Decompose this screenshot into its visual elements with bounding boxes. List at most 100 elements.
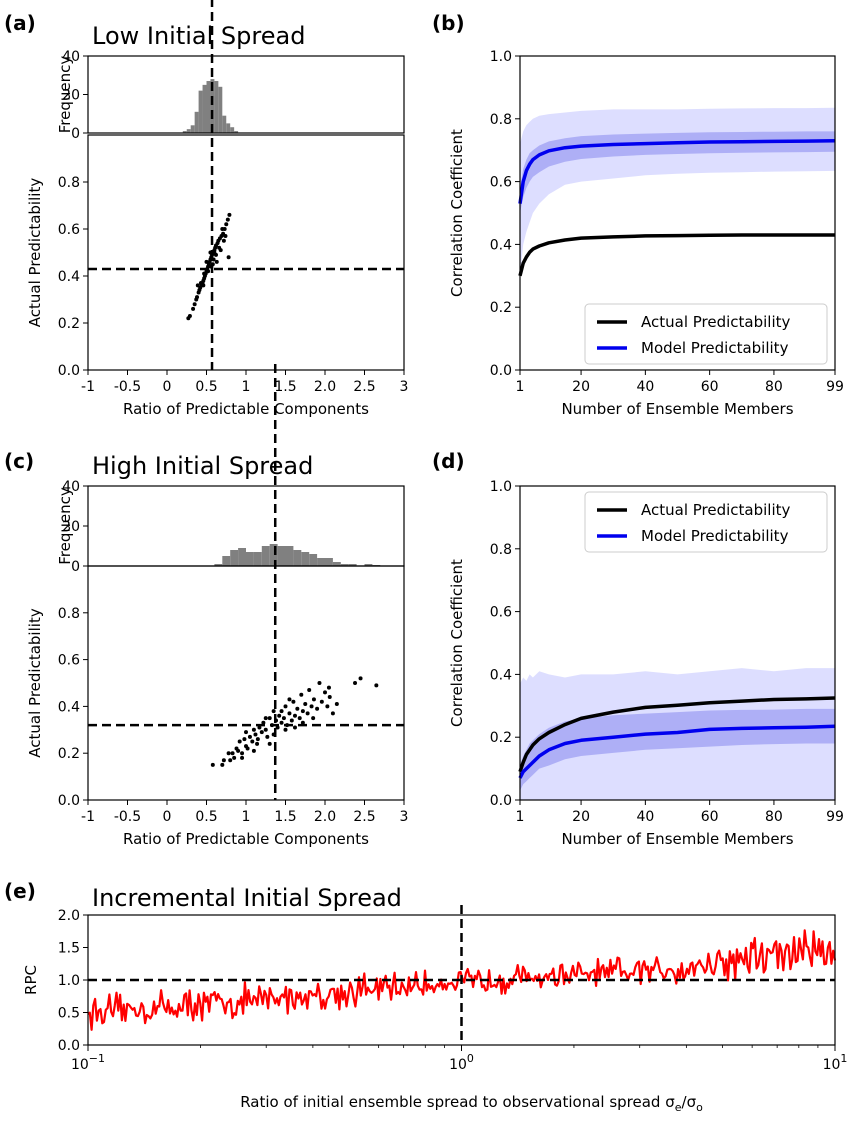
c-scatter-point (237, 739, 242, 744)
c-hist-bar (277, 546, 286, 566)
c-scatter-point (334, 702, 339, 707)
b-legend-label: Actual Predictability (641, 313, 791, 331)
a-hist-bar (194, 111, 199, 133)
b-series-actual (518, 233, 835, 277)
a-scatter-point (204, 259, 209, 264)
a-hist-ytick-label: 40 (62, 49, 80, 65)
a-scatter-point (224, 222, 229, 227)
c-hist-bar (246, 552, 254, 566)
b-xtick-label: 80 (765, 379, 783, 395)
b-ylabel: Correlation Coefficient (448, 129, 466, 297)
c-scatter-point (358, 676, 363, 681)
e-xlabel: Ratio of initial ensemble spread to obse… (240, 1093, 703, 1114)
c-hist-bar (238, 548, 246, 566)
a-scatter-xtick-label: 1.5 (274, 379, 296, 395)
a-hist-bar (198, 90, 203, 133)
b-ytick-label: 1.0 (490, 49, 512, 65)
c-scatter-point (326, 685, 331, 690)
d-legend-box (584, 491, 828, 553)
c-scatter-point (245, 746, 250, 751)
a-scatter-point (187, 313, 192, 318)
d-series-actual (518, 696, 836, 773)
c-scatter-point (236, 748, 241, 753)
a-scatter-ytick-label: 0.6 (58, 222, 80, 238)
a-scatter-point (225, 217, 230, 222)
a-hist-bar (214, 81, 219, 133)
panel-d-label: (d) (432, 449, 465, 473)
c-scatter-point (210, 762, 215, 767)
b-legend-box (584, 303, 828, 365)
e-ytick-label: 1.5 (58, 941, 80, 957)
a-scatter-point (226, 255, 231, 260)
c-scatter-point (247, 734, 252, 739)
c-scatter-point (315, 706, 320, 711)
c-scatter-point (307, 688, 312, 693)
c-scatter-point (303, 702, 308, 707)
e-ytick-label: 0.0 (58, 1038, 80, 1054)
a-scatter-point (195, 295, 200, 300)
c-scatter-point (253, 732, 258, 737)
a-hist-bar (226, 123, 231, 133)
c-hist-bar (214, 564, 223, 566)
c-scatter-point (228, 758, 233, 763)
c-scatter-point (232, 755, 237, 760)
c-scatter-point (250, 739, 255, 744)
c-scatter-point (317, 681, 322, 685)
a-scatter-xtick-label: -0.5 (114, 379, 141, 395)
c-scatter-point (319, 699, 324, 704)
b-xtick-label: 40 (636, 379, 654, 395)
a-scatter-ytick-label: 0.2 (58, 316, 80, 332)
b-xlabel: Number of Ensemble Members (561, 400, 793, 418)
c-hist-ytick-label: 20 (62, 519, 80, 535)
panel-a-label: (a) (4, 11, 36, 35)
c-scatter-point (226, 751, 231, 756)
c-scatter-point (220, 762, 225, 767)
c-scatter-point (292, 713, 297, 718)
c-scatter-point (263, 716, 268, 721)
panel-a-title: Low Initial Spread (92, 22, 305, 50)
a-scatter-ytick-label: 0.8 (58, 175, 80, 191)
a-hist-bar (218, 86, 223, 133)
a-scatter-point (223, 234, 228, 239)
c-scatter-point (297, 716, 302, 721)
d-ytick-label: 1.0 (490, 479, 512, 495)
e-ytick-label: 2.0 (58, 908, 80, 924)
d-xlabel: Number of Ensemble Members (561, 830, 793, 848)
a-scatter-xtick-label: 0.5 (195, 379, 217, 395)
c-scatter-point (309, 704, 314, 709)
e-ytick-label: 0.5 (58, 1006, 80, 1022)
panel-d-line-chart: 0.0 0.2 0.4 0.6 0.8 1.0 1 20 40 60 80 99 Number of E… (448, 479, 844, 848)
c-scatter-point (251, 748, 256, 753)
b-ytick-label: 0.8 (490, 112, 512, 128)
b-series-model (518, 139, 836, 204)
b-xtick-label: 20 (572, 379, 590, 395)
panel-c-title: High Initial Spread (92, 452, 313, 480)
c-scatter-point (242, 737, 247, 742)
b-legend-label: Model Predictability (641, 339, 789, 357)
c-hist-ytick-label: 0 (71, 559, 80, 575)
e-ylabel: RPC (22, 965, 40, 995)
c-scatter-point (327, 695, 332, 700)
c-scatter-point (289, 718, 294, 723)
a-scatter-xtick-label: 3 (400, 379, 409, 395)
c-scatter-point (291, 699, 296, 704)
c-scatter-point (374, 683, 379, 688)
b-ytick-label: 0.0 (490, 363, 512, 379)
a-scatter-ytick-label: 0.4 (58, 269, 80, 285)
d-ytick-label: 0.6 (490, 605, 512, 621)
a-scatter-point (202, 271, 207, 276)
e-xtick-label: 101 (823, 1052, 848, 1073)
d-xtick-label: 99 (826, 809, 844, 825)
c-scatter-point (292, 725, 297, 730)
a-scatter-point (220, 227, 225, 231)
c-scatter-point (221, 758, 226, 763)
c-scatter-xtick-label: 2.5 (353, 809, 375, 825)
panel-c-label: (c) (4, 449, 34, 473)
e-xtick-label: 100 (449, 1052, 474, 1073)
a-hist-bar (230, 127, 235, 133)
c-scatter-point (323, 690, 327, 695)
c-scatter-point (255, 741, 260, 746)
c-scatter-ylabel: Actual Predictability (26, 608, 44, 758)
c-scatter-xtick-label: 0 (163, 809, 172, 825)
panel-e-label: (e) (4, 879, 36, 903)
